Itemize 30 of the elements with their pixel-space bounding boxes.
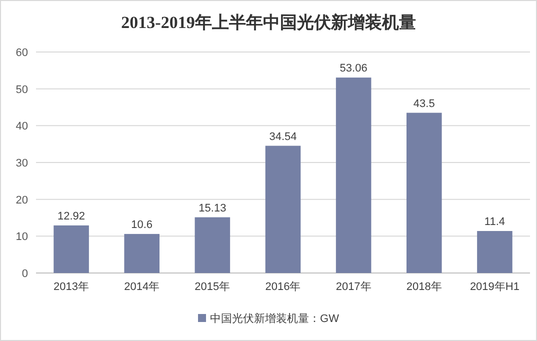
bar [336,78,372,273]
bar [477,231,512,273]
y-tick-label: 60 [16,47,28,59]
legend-label: 中国光伏新增装机量：GW [210,312,340,325]
bar [194,217,230,273]
x-tick-label: 2018年 [406,281,442,293]
y-tick-label: 30 [16,158,28,170]
x-tick-label: 2016年 [265,281,301,293]
chart-title: 2013-2019年上半年中国光伏新增装机量 [121,13,416,32]
y-tick-label: 50 [16,84,28,96]
x-tick-label: 2013年 [54,281,90,293]
data-label: 15.13 [198,202,226,214]
data-label: 43.5 [413,98,435,110]
data-label: 11.4 [484,216,506,228]
x-tick-label: 2015年 [194,281,230,293]
data-label: 12.92 [58,210,86,222]
x-tick-label: 2014年 [124,281,160,293]
bar [54,225,89,273]
x-tick-label: 2017年 [336,281,372,293]
data-label: 34.54 [269,130,297,143]
data-label: 53.06 [340,62,368,75]
y-tick-label: 20 [16,194,28,206]
y-tick-label: 10 [16,231,28,244]
y-tick-label: 40 [16,120,28,133]
bar [265,146,301,273]
bar [406,112,442,273]
bar [124,234,160,273]
y-tick-label: 0 [22,268,28,280]
x-tick-label: 2019年H1 [470,281,520,293]
data-label: 10.6 [131,218,153,231]
